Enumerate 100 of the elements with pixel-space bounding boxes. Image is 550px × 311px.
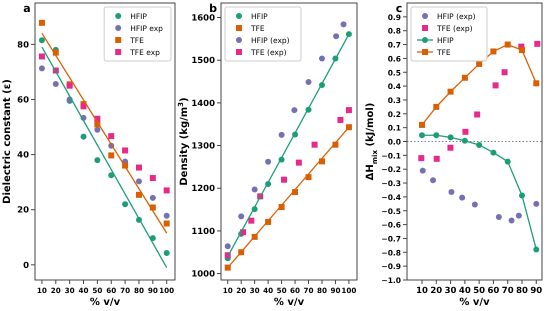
point bbox=[534, 40, 540, 47]
point bbox=[150, 175, 156, 182]
y-tick-label: 80 bbox=[17, 40, 30, 50]
point bbox=[448, 134, 454, 140]
point bbox=[433, 132, 440, 138]
point bbox=[164, 220, 170, 226]
point bbox=[516, 212, 522, 219]
point bbox=[472, 202, 478, 208]
point bbox=[164, 187, 170, 194]
point bbox=[108, 133, 114, 140]
point bbox=[448, 88, 454, 95]
y-tick-label: 0 bbox=[23, 260, 30, 271]
point bbox=[291, 107, 298, 114]
x-tick-label: 10 bbox=[416, 286, 428, 296]
point bbox=[38, 65, 45, 72]
chart-title: b bbox=[209, 2, 218, 15]
point bbox=[519, 47, 525, 54]
point bbox=[419, 122, 425, 128]
point bbox=[108, 172, 114, 178]
x-axis-title: % v/v bbox=[459, 297, 490, 308]
y-tick-label: 1500 bbox=[191, 56, 216, 66]
point bbox=[492, 82, 499, 88]
point bbox=[462, 74, 468, 81]
x-tick-label: 80 bbox=[516, 286, 528, 296]
point bbox=[136, 178, 142, 184]
point bbox=[340, 21, 347, 28]
point bbox=[434, 156, 440, 162]
point bbox=[164, 250, 170, 256]
point bbox=[433, 104, 440, 110]
point bbox=[136, 192, 142, 198]
point bbox=[462, 128, 468, 135]
y-tick-label: 1300 bbox=[191, 142, 216, 152]
point bbox=[94, 157, 100, 164]
point bbox=[504, 158, 511, 165]
y-tick-label: 20 bbox=[17, 206, 30, 216]
x-tick-label: 90 bbox=[530, 286, 542, 296]
point bbox=[504, 42, 511, 48]
chart-title: a bbox=[23, 2, 31, 15]
point bbox=[80, 134, 87, 140]
point bbox=[248, 218, 254, 224]
chart-title: c bbox=[396, 2, 402, 15]
point bbox=[346, 107, 352, 114]
x-tick-label: 30 bbox=[444, 286, 457, 296]
point bbox=[333, 33, 340, 40]
point bbox=[38, 37, 45, 44]
point bbox=[533, 246, 540, 253]
point bbox=[533, 80, 540, 86]
point bbox=[94, 126, 100, 133]
point bbox=[459, 194, 466, 201]
point bbox=[122, 147, 128, 154]
x-tick-label: 20 bbox=[430, 286, 442, 296]
point bbox=[306, 78, 312, 85]
y-tick-label: 1200 bbox=[191, 184, 216, 194]
point bbox=[447, 144, 454, 151]
point bbox=[419, 132, 425, 138]
point bbox=[430, 177, 436, 184]
point bbox=[420, 168, 426, 174]
point bbox=[252, 186, 258, 193]
point bbox=[38, 53, 45, 60]
point bbox=[164, 212, 170, 219]
point bbox=[490, 48, 496, 54]
point bbox=[418, 155, 424, 162]
point bbox=[136, 164, 142, 171]
y-tick-label: 1400 bbox=[191, 98, 216, 109]
y-tick-label: 1000 bbox=[191, 270, 216, 280]
x-tick-label: 40 bbox=[458, 286, 471, 296]
point bbox=[533, 200, 540, 207]
y-tick-label: 40 bbox=[17, 150, 30, 161]
point bbox=[238, 213, 244, 220]
x-tick-label: 60 bbox=[488, 286, 500, 296]
x-axis-title: % v/v bbox=[90, 297, 121, 308]
point bbox=[265, 158, 272, 165]
point bbox=[122, 201, 128, 208]
point bbox=[337, 116, 344, 123]
point bbox=[496, 214, 502, 220]
point bbox=[150, 194, 156, 201]
y-axis-title: Dielectric constant (ε) bbox=[2, 79, 13, 204]
x-tick-label: 70 bbox=[502, 286, 514, 296]
point bbox=[318, 55, 325, 62]
y-tick-label: 60 bbox=[17, 95, 30, 106]
y-tick-label: 1600 bbox=[191, 14, 216, 24]
point bbox=[490, 150, 496, 156]
point bbox=[448, 189, 454, 196]
point bbox=[296, 160, 302, 166]
point bbox=[502, 69, 508, 76]
point bbox=[224, 243, 231, 250]
x-axis-title: % v/v bbox=[274, 297, 305, 308]
y-tick-label: 1100 bbox=[191, 226, 216, 237]
point bbox=[508, 217, 515, 224]
point bbox=[281, 176, 288, 183]
point bbox=[462, 138, 468, 144]
point bbox=[278, 132, 285, 138]
point bbox=[474, 111, 480, 118]
point bbox=[38, 20, 45, 26]
point bbox=[312, 142, 318, 148]
point bbox=[52, 81, 59, 88]
point bbox=[519, 192, 525, 199]
x-tick-label: 50 bbox=[473, 286, 486, 296]
point bbox=[108, 152, 114, 158]
point bbox=[476, 142, 482, 148]
